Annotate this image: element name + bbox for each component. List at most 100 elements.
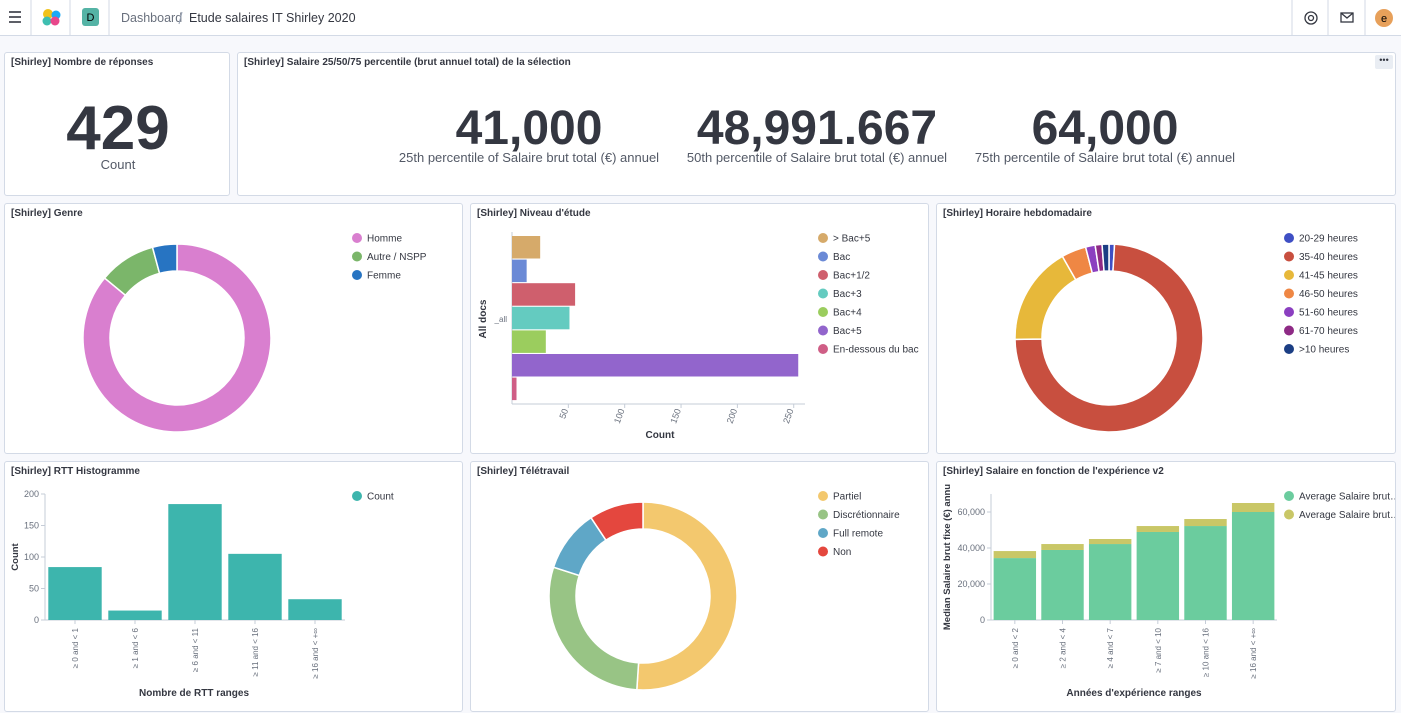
- chart-panel: 20-29 heures 35-40 heures 41-45 heures 46-5…: [936, 203, 1396, 454]
- pie-slice: [1101, 243, 1110, 272]
- bar: [1231, 503, 1275, 512]
- app-badge-letter: D: [87, 12, 95, 24]
- legend-label: Bac+3: [833, 289, 862, 300]
- bar: [1041, 549, 1084, 620]
- panel-title: [Shirley] Genre: [11, 208, 83, 219]
- bar: [512, 354, 799, 377]
- x-axis-title: Années d'expérience ranges: [1066, 688, 1202, 699]
- top-bar: D Dashboard Etude salaires IT Shirley 20…: [0, 0, 1401, 36]
- app-badge[interactable]: [82, 8, 99, 26]
- bar: [512, 259, 527, 283]
- news-button[interactable]: [1340, 12, 1354, 23]
- pie-slice: [82, 243, 272, 433]
- chart-panel: Partiel Discrétionnaire Full remote Non [Shi…: [470, 461, 929, 712]
- chart: > Bac+5 Bac Bac+1/2 Bac+3 Bac+4 Bac+5 En-desso…: [478, 232, 919, 441]
- chart-panel: Homme Autre / NSPP Femme [Shirley] Genre: [4, 203, 463, 454]
- legend-label: 41-45 heures: [1299, 271, 1358, 282]
- metric-label: Count: [100, 157, 136, 172]
- x-tick-label: ≥ 11 and < 16: [251, 627, 260, 676]
- y-tick-label: 20,000: [957, 579, 985, 589]
- legend-swatch: [352, 270, 362, 280]
- x-tick-label: ≥ 7 and < 10: [1154, 627, 1163, 672]
- breadcrumb: Etude salaires IT Shirley 2020: [189, 11, 356, 25]
- legend-label: Partiel: [833, 492, 861, 503]
- legend-swatch: [1284, 491, 1294, 501]
- x-tick-label: 200: [725, 407, 740, 425]
- panel-title: [Shirley] Salaire en fonction de l'expér…: [943, 466, 1164, 477]
- panel-title: [Shirley] Salaire 25/50/75 percentile (b…: [244, 57, 571, 68]
- bar: [168, 504, 222, 620]
- y-tick-label: 200: [24, 489, 39, 499]
- y-tick-label: _all: [494, 315, 508, 324]
- breadcrumb-separator: [178, 11, 183, 25]
- chart: 20-29 heures 35-40 heures 41-45 heures 46-5…: [1014, 233, 1358, 433]
- chart-panel: Average Salaire brut… Average Salaire bru…: [936, 461, 1396, 712]
- pie-slice: [1014, 243, 1204, 433]
- legend-swatch: [818, 251, 828, 262]
- legend-label: Full remote: [833, 529, 883, 540]
- bar: [108, 610, 162, 620]
- metric-panel: [Shirley] Salaire 25/50/75 percentile (b…: [237, 52, 1396, 196]
- panel-options[interactable]: •••: [1375, 55, 1393, 69]
- user-avatar[interactable]: [1375, 9, 1393, 27]
- bar: [512, 306, 570, 330]
- x-tick-label: ≥ 10 and < 16: [1202, 627, 1211, 677]
- x-tick-label: ≥ 16 and < +∞: [311, 628, 320, 679]
- bar: [512, 283, 576, 306]
- legend-swatch: [818, 270, 828, 280]
- pie-slice: [151, 243, 178, 275]
- bar: [1184, 526, 1227, 620]
- y-tick-label: 150: [24, 521, 39, 531]
- y-tick-label: 100: [24, 552, 39, 562]
- x-tick-label: ≥ 6 and < 11: [191, 627, 200, 672]
- help-button[interactable]: [1304, 11, 1318, 25]
- legend-label: 61-70 heures: [1299, 326, 1358, 337]
- y-tick-label: 60,000: [957, 507, 985, 517]
- metric-value: 64,000: [1031, 102, 1179, 155]
- chart: Partiel Discrétionnaire Full remote Non: [548, 491, 900, 691]
- chart-panel: > Bac+5 Bac Bac+1/2 Bac+3 Bac+4 Bac+5 En-desso…: [470, 203, 929, 454]
- pie-slice: [1014, 255, 1077, 341]
- legend-swatch: [1284, 344, 1294, 354]
- y-axis-title: Count: [10, 542, 21, 570]
- legend-label: Bac+5: [833, 326, 862, 337]
- bar: [993, 558, 1037, 620]
- pie-slice: [548, 566, 640, 691]
- legend-swatch: [1284, 325, 1294, 336]
- breadcrumb[interactable]: Dashboard: [121, 11, 182, 25]
- menu-button[interactable]: [9, 11, 21, 23]
- x-tick-label: ≥ 0 and < 1: [71, 627, 80, 668]
- legend-label: Average Salaire brut…: [1299, 492, 1395, 503]
- legend-swatch: [818, 325, 828, 336]
- x-tick-label: ≥ 2 and < 4: [1059, 627, 1068, 668]
- panel-title: [Shirley] Télétravail: [477, 466, 570, 477]
- bar: [48, 567, 102, 620]
- metric-panel: [Shirley] Nombre de réponses 429 Count: [4, 52, 230, 196]
- legend-swatch: [1284, 288, 1294, 299]
- legend-label: Homme: [367, 234, 402, 245]
- legend-swatch: [818, 233, 828, 243]
- legend-swatch: [818, 491, 828, 501]
- pie-slice: [589, 501, 644, 542]
- metric-label: 25th percentile of Salaire brut total (€…: [398, 150, 660, 165]
- legend-label: Bac+1/2: [833, 271, 870, 282]
- panel-title: [Shirley] RTT Histogramme: [11, 466, 140, 477]
- logo[interactable]: [42, 9, 61, 26]
- legend-swatch: [1284, 233, 1294, 243]
- legend-label: Bac: [833, 252, 850, 263]
- bar: [512, 330, 546, 353]
- legend-label: >10 heures: [1299, 345, 1349, 356]
- x-tick-label: 50: [557, 407, 570, 420]
- chart-panel: Count 0 50 100 150 200 ≥ 0 and < 1 ≥ 1 and < 6 ≥…: [4, 461, 463, 712]
- bar: [1088, 544, 1132, 620]
- legend-label: Count: [367, 492, 394, 503]
- panel-title: [Shirley] Horaire hebdomadaire: [943, 208, 1092, 219]
- legend-label: Autre / NSPP: [367, 252, 427, 263]
- metric-value: 41,000: [455, 102, 603, 155]
- panel-title: [Shirley] Niveau d'étude: [477, 208, 591, 219]
- legend-swatch: [1284, 270, 1294, 280]
- legend-label: 46-50 heures: [1299, 289, 1358, 300]
- metric-value: 429: [66, 94, 170, 163]
- x-tick-label: ≥ 16 and < +∞: [1249, 628, 1258, 679]
